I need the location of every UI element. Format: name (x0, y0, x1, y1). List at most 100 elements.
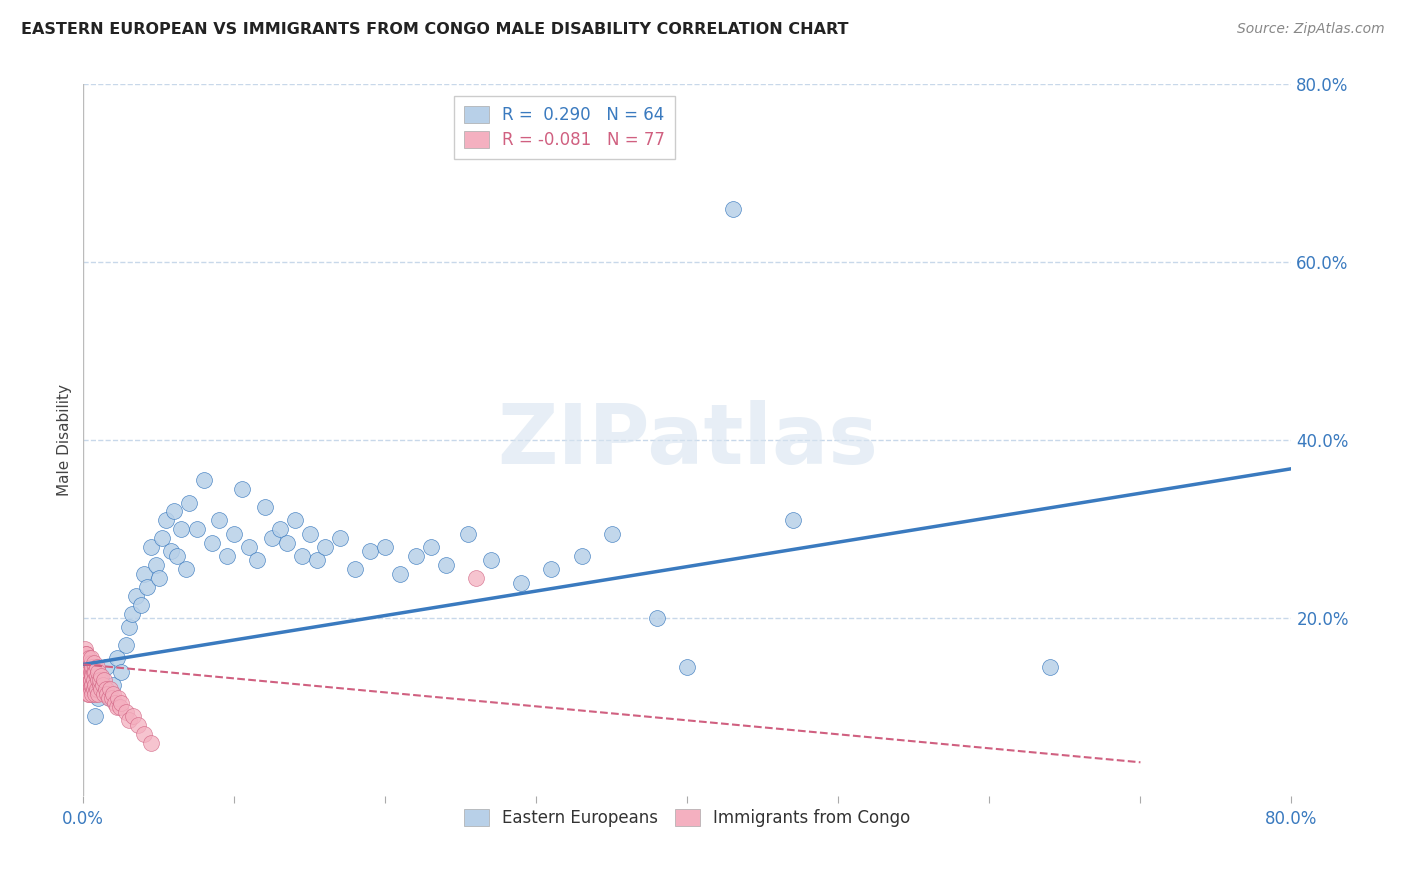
Point (314, 540, 336, 554)
Point (132, 566, 155, 581)
Legend: Eastern Europeans, Immigrants from Congo: Eastern Europeans, Immigrants from Congo (457, 803, 917, 834)
Point (80, 656, 103, 670)
Point (79, 651, 101, 665)
Point (269, 522, 291, 536)
Point (121, 607, 143, 621)
Point (174, 562, 197, 576)
Point (186, 522, 208, 536)
Point (434, 558, 457, 572)
Point (73, 642, 96, 657)
Point (87, 673, 110, 688)
Point (389, 566, 412, 581)
Point (76, 656, 98, 670)
Point (86, 660, 108, 674)
Point (160, 544, 183, 558)
Point (150, 531, 173, 545)
Point (79, 678, 101, 692)
Point (79, 673, 101, 688)
Point (114, 705, 136, 719)
Point (298, 526, 321, 541)
Point (129, 598, 152, 612)
Point (90, 669, 112, 683)
Point (82, 660, 104, 674)
Point (148, 571, 170, 585)
Point (419, 540, 441, 554)
Point (344, 562, 367, 576)
Point (374, 540, 396, 554)
Point (166, 549, 188, 563)
Point (276, 535, 298, 549)
Point (201, 535, 224, 549)
Point (82, 687, 104, 701)
Point (114, 638, 136, 652)
Point (76, 673, 98, 688)
Point (135, 580, 157, 594)
Point (80, 673, 103, 688)
Point (93, 673, 115, 688)
Point (89, 678, 111, 692)
Point (104, 696, 127, 710)
Y-axis label: Male Disability: Male Disability (58, 384, 72, 496)
Point (540, 562, 562, 576)
Point (79, 660, 101, 674)
Point (89, 673, 111, 688)
Point (291, 549, 314, 563)
Point (87, 665, 110, 679)
Point (141, 736, 163, 750)
Point (208, 513, 231, 527)
Point (782, 513, 804, 527)
Point (145, 558, 167, 572)
Point (75, 682, 97, 697)
Point (79, 665, 101, 679)
Point (127, 718, 149, 732)
Point (93, 687, 115, 701)
Point (73, 673, 96, 688)
Point (96, 687, 118, 701)
Point (76, 678, 98, 692)
Point (110, 665, 132, 679)
Point (571, 549, 593, 563)
Point (76, 669, 98, 683)
Point (83, 665, 105, 679)
Point (76, 687, 98, 701)
Point (103, 678, 125, 692)
Point (405, 549, 427, 563)
Point (110, 696, 132, 710)
Point (721, 202, 744, 216)
Point (510, 575, 533, 590)
Point (132, 727, 155, 741)
Point (90, 682, 112, 697)
Point (87, 691, 110, 706)
Point (645, 611, 668, 625)
Point (75, 665, 97, 679)
Point (231, 482, 253, 496)
Point (75, 656, 97, 670)
Point (75, 647, 97, 661)
Point (83, 673, 105, 688)
Point (224, 526, 246, 541)
Point (80, 665, 103, 679)
Point (100, 682, 122, 697)
Point (80, 651, 103, 665)
Point (246, 553, 269, 567)
Point (82, 678, 104, 692)
Point (100, 691, 122, 706)
Point (83, 656, 105, 670)
Point (329, 531, 352, 545)
Point (117, 620, 139, 634)
Text: ZIPatlas: ZIPatlas (496, 400, 877, 481)
Point (73, 682, 96, 697)
Point (122, 709, 145, 723)
Point (94, 682, 117, 697)
Point (141, 540, 163, 554)
Point (125, 589, 148, 603)
Point (215, 549, 238, 563)
Point (76, 660, 98, 674)
Point (84, 665, 107, 679)
Point (79, 665, 101, 679)
Point (163, 504, 186, 518)
Point (457, 526, 479, 541)
Point (101, 691, 124, 706)
Text: Source: ZipAtlas.com: Source: ZipAtlas.com (1237, 22, 1385, 37)
Point (82, 669, 104, 683)
